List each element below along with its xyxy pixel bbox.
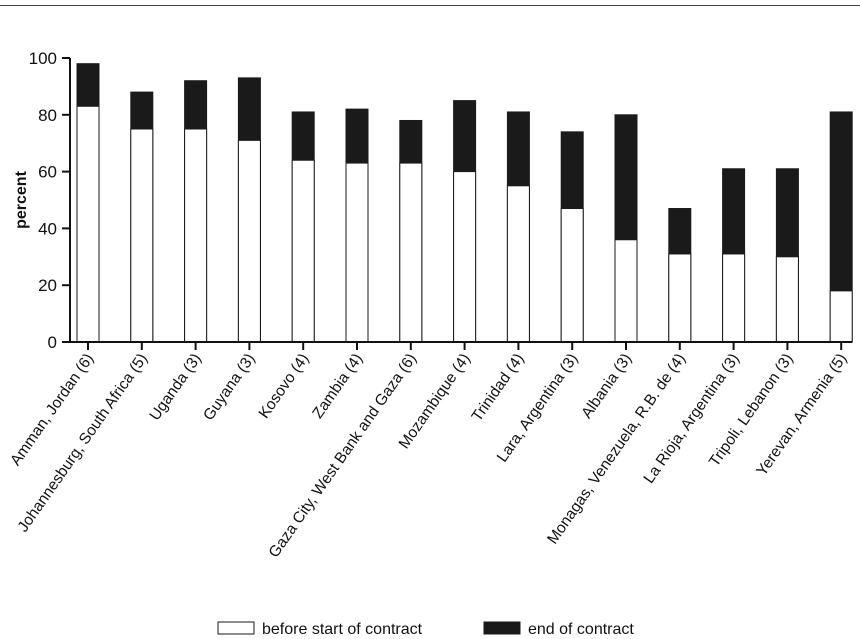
x-category-label: Yerevan, Armenia (5) (753, 351, 850, 480)
x-category-label: Guyana (3) (200, 351, 258, 424)
legend-swatch-end (483, 621, 521, 635)
legend-label-before: before start of contract (262, 621, 423, 638)
x-category-label: Albania (3) (578, 351, 635, 422)
bar-before-start (668, 253, 692, 343)
x-category-label: Trinidad (4) (469, 351, 528, 425)
bar-before-start (345, 162, 369, 343)
y-tick-label: 40 (38, 219, 57, 238)
bar-before-start (775, 256, 799, 343)
bar-before-start (614, 239, 638, 343)
bar-before-start (506, 185, 530, 343)
x-category-label: La Rioja, Argentina (3) (640, 351, 742, 487)
bar-before-start (237, 139, 261, 343)
legend-label-end: end of contract (528, 621, 634, 638)
y-tick-label: 20 (38, 276, 57, 295)
top-rule (0, 5, 860, 6)
bar-before-start (76, 105, 100, 343)
bar-before-start (722, 253, 746, 343)
x-category-label: Kosovo (4) (256, 351, 313, 422)
y-tick-label: 100 (29, 49, 57, 68)
y-tick-label: 60 (38, 163, 57, 182)
bar-before-start (453, 171, 477, 343)
x-category-label: Uganda (3) (146, 351, 204, 424)
bar-before-start (184, 128, 208, 343)
legend-swatch-before (217, 621, 255, 635)
y-tick-label: 0 (48, 333, 57, 352)
bar-before-start (399, 162, 423, 343)
legend: before start of contract end of contract (217, 621, 634, 638)
x-axis: Amman, Jordan (6)Johannesburg, South Afr… (7, 341, 852, 561)
y-tick-label: 80 (38, 106, 57, 125)
bar-before-start (560, 208, 584, 343)
y-axis-label: percent (13, 170, 30, 228)
bars (76, 63, 853, 343)
bar-before-start (130, 128, 154, 343)
bar-before-start (291, 159, 315, 343)
y-axis: 0 20 40 60 80 100 (29, 49, 71, 352)
bar-before-start (829, 290, 853, 343)
x-category-label: Zambia (4) (309, 351, 366, 422)
